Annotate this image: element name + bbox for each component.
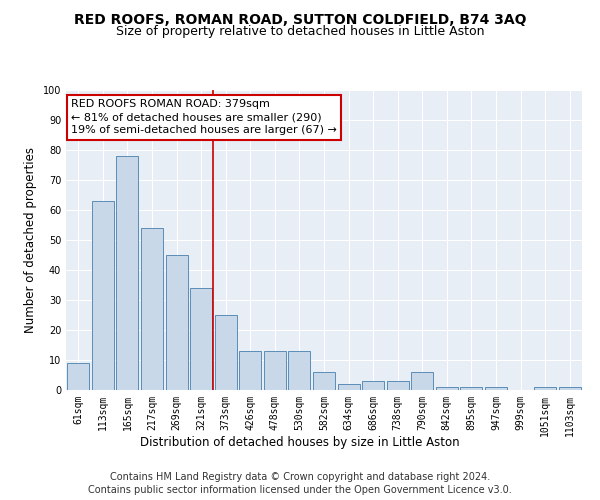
Bar <box>116 156 139 390</box>
Bar <box>141 228 163 390</box>
Bar <box>485 387 507 390</box>
Bar <box>313 372 335 390</box>
Text: Contains HM Land Registry data © Crown copyright and database right 2024.: Contains HM Land Registry data © Crown c… <box>110 472 490 482</box>
Y-axis label: Number of detached properties: Number of detached properties <box>24 147 37 333</box>
Bar <box>190 288 212 390</box>
Bar <box>386 381 409 390</box>
Bar <box>215 315 237 390</box>
Bar <box>411 372 433 390</box>
Text: Distribution of detached houses by size in Little Aston: Distribution of detached houses by size … <box>140 436 460 449</box>
Bar <box>559 387 581 390</box>
Bar <box>239 351 262 390</box>
Text: Contains public sector information licensed under the Open Government Licence v3: Contains public sector information licen… <box>88 485 512 495</box>
Text: Size of property relative to detached houses in Little Aston: Size of property relative to detached ho… <box>116 25 484 38</box>
Bar <box>166 255 188 390</box>
Bar <box>460 387 482 390</box>
Bar <box>92 201 114 390</box>
Bar <box>289 351 310 390</box>
Bar <box>436 387 458 390</box>
Bar <box>362 381 384 390</box>
Text: RED ROOFS, ROMAN ROAD, SUTTON COLDFIELD, B74 3AQ: RED ROOFS, ROMAN ROAD, SUTTON COLDFIELD,… <box>74 12 526 26</box>
Bar <box>67 363 89 390</box>
Bar <box>534 387 556 390</box>
Bar <box>264 351 286 390</box>
Bar <box>338 384 359 390</box>
Text: RED ROOFS ROMAN ROAD: 379sqm
← 81% of detached houses are smaller (290)
19% of s: RED ROOFS ROMAN ROAD: 379sqm ← 81% of de… <box>71 99 337 136</box>
